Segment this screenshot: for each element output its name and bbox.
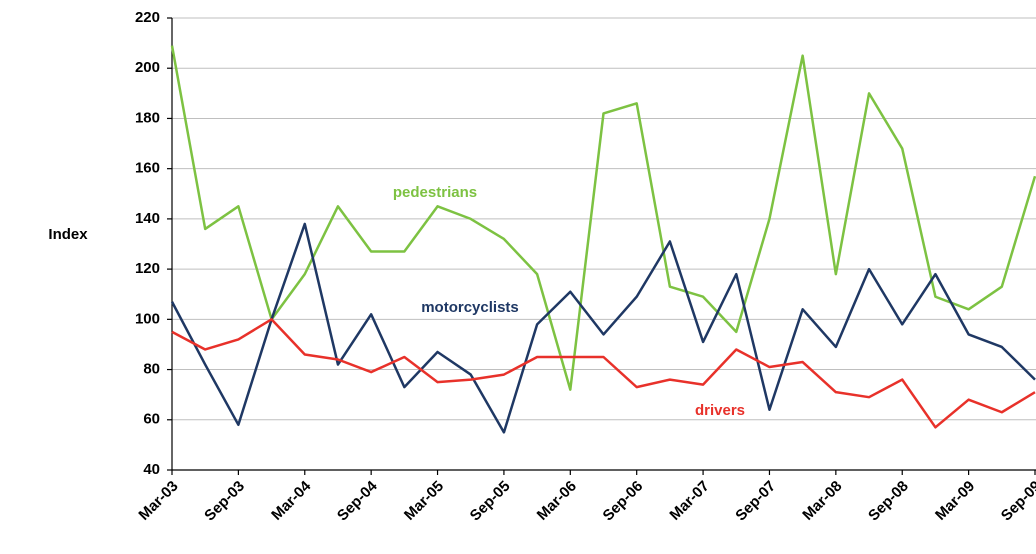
y-tick-label: 160 <box>135 160 160 177</box>
series-label: drivers <box>695 402 745 419</box>
y-tick-label: 60 <box>143 411 160 428</box>
y-tick-label: 120 <box>135 260 160 277</box>
x-tick-label: Mar-06 <box>534 478 580 524</box>
x-tick-label: Sep-04 <box>334 477 381 524</box>
x-tick-label: Mar-05 <box>401 478 447 524</box>
y-axis-label: Index <box>48 226 88 243</box>
y-tick-label: 100 <box>135 310 160 327</box>
y-tick-label: 140 <box>135 210 160 227</box>
y-tick-label: 200 <box>135 59 160 76</box>
series-line <box>170 222 1036 434</box>
y-tick-label: 40 <box>143 461 160 478</box>
x-tick-label: Sep-05 <box>467 478 514 525</box>
x-tick-label: Mar-09 <box>932 478 978 524</box>
x-tick-label: Sep-03 <box>201 478 248 525</box>
series-label: motorcyclists <box>421 299 519 316</box>
series-label: pedestrians <box>393 184 477 201</box>
x-tick-label: Mar-08 <box>799 478 845 524</box>
series-line <box>170 45 1036 391</box>
y-tick-label: 80 <box>143 361 160 378</box>
y-tick-label: 220 <box>135 9 160 26</box>
x-tick-label: Sep-06 <box>600 478 647 525</box>
x-tick-label: Mar-07 <box>666 478 712 524</box>
x-tick-label: Mar-03 <box>135 478 181 524</box>
x-tick-label: Mar-04 <box>268 477 315 524</box>
y-tick-label: 180 <box>135 109 160 126</box>
x-tick-label: Sep-09 <box>998 478 1036 525</box>
x-tick-label: Sep-08 <box>865 478 912 525</box>
x-tick-label: Sep-07 <box>732 478 779 525</box>
series-line <box>171 318 1036 429</box>
